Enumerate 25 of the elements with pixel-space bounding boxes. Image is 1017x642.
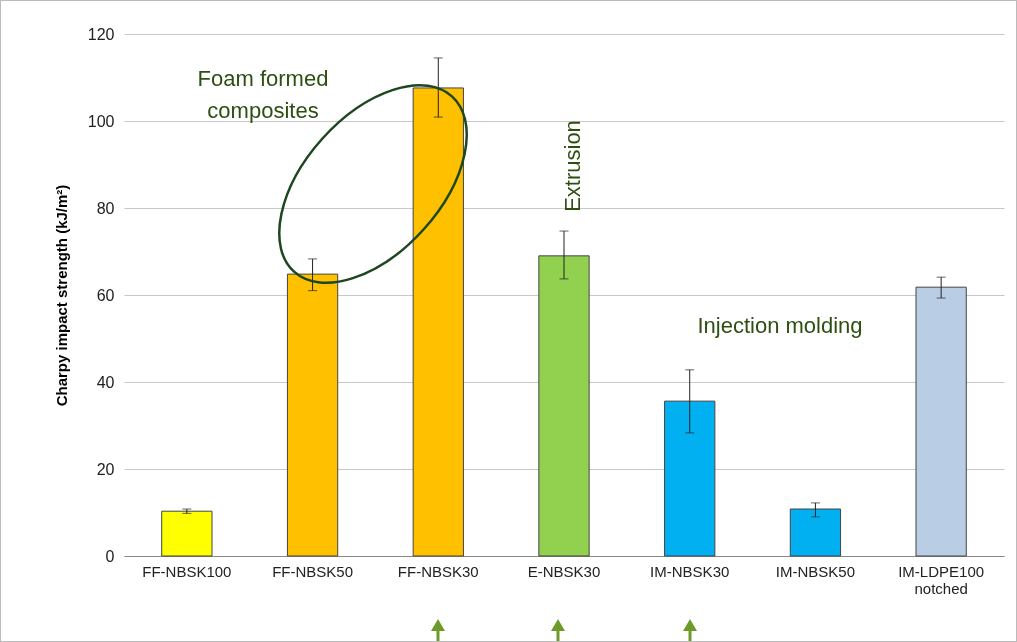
x-tick-label: E-NBSK30 (527, 562, 601, 580)
bar (915, 286, 967, 557)
x-tick-label: IM-NBSK30 (650, 562, 730, 580)
x-tick-label: IM-LDPE100 notched (898, 562, 985, 597)
x-tick-label: FF-NBSK30 (397, 562, 479, 580)
y-tick-label: 40 (96, 373, 115, 391)
y-tick-label: 0 (105, 547, 115, 565)
x-tick-label: FF-NBSK50 (272, 562, 353, 580)
y-axis-title: Charpy impact strength (kJ/m²) (52, 184, 70, 407)
annotation: Foam formed composites (197, 66, 329, 123)
y-tick-label: 60 (96, 286, 115, 304)
bar (286, 273, 339, 557)
bar (538, 255, 590, 557)
y-tick-label: 100 (87, 112, 115, 130)
annotation: Injection molding (697, 313, 863, 338)
bar (412, 87, 464, 557)
annotation: Extrusion (560, 120, 585, 212)
bar (161, 510, 213, 557)
y-tick-label: 120 (87, 25, 115, 43)
y-tick-label: 80 (96, 199, 115, 217)
x-tick-label: IM-NBSK50 (775, 562, 856, 580)
bar (664, 400, 716, 557)
y-tick-label: 20 (96, 460, 115, 478)
bar (789, 508, 842, 557)
x-tick-label: FF-NBSK100 (142, 562, 232, 580)
